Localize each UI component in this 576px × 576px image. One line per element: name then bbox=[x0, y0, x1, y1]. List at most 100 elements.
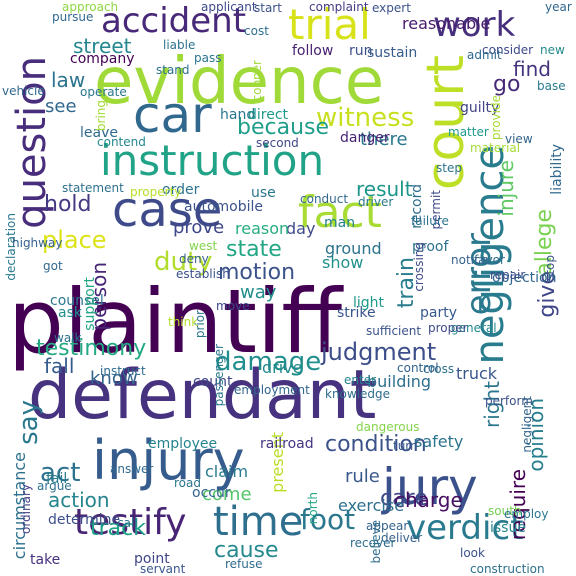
word: proof bbox=[412, 239, 449, 255]
word: there bbox=[360, 129, 408, 150]
word: employment bbox=[234, 383, 310, 397]
word: second bbox=[256, 136, 299, 150]
word: step bbox=[436, 161, 462, 175]
word: care bbox=[380, 486, 428, 511]
word: west bbox=[189, 239, 218, 253]
word: determine bbox=[48, 512, 121, 528]
word: fail bbox=[46, 471, 68, 487]
word: law bbox=[51, 68, 86, 92]
word: rule bbox=[345, 466, 380, 487]
word: ask bbox=[58, 305, 82, 321]
word: admit bbox=[467, 48, 502, 62]
word: expert bbox=[372, 1, 411, 15]
word: work bbox=[433, 5, 516, 45]
word: walk bbox=[54, 331, 82, 345]
word: favor bbox=[474, 253, 505, 267]
word: matter bbox=[448, 125, 489, 139]
word: prior bbox=[193, 310, 207, 339]
word: south bbox=[488, 504, 522, 518]
word: go bbox=[493, 72, 521, 97]
word: danger bbox=[340, 130, 390, 146]
word: base bbox=[537, 79, 566, 93]
word: strike bbox=[337, 305, 376, 321]
word: contend bbox=[97, 135, 146, 149]
word: appear bbox=[366, 519, 409, 533]
word: employee bbox=[148, 436, 218, 452]
word: foot bbox=[300, 503, 356, 536]
word: start bbox=[254, 1, 282, 15]
word: railroad bbox=[260, 436, 314, 452]
word: recover bbox=[350, 536, 396, 550]
word: find bbox=[513, 57, 551, 81]
word: refuse bbox=[225, 557, 263, 571]
word: follow bbox=[292, 43, 334, 59]
word: objection bbox=[492, 270, 557, 286]
word: answer bbox=[110, 462, 154, 476]
word: use bbox=[251, 185, 276, 201]
word: cost bbox=[244, 24, 269, 38]
word: state bbox=[226, 237, 282, 262]
word: approach bbox=[62, 0, 119, 14]
word: man bbox=[324, 215, 356, 231]
word: call bbox=[117, 516, 138, 530]
word: instruct bbox=[100, 364, 146, 378]
word: sustain bbox=[367, 45, 418, 61]
word: safety bbox=[414, 432, 464, 451]
word: stop bbox=[543, 255, 557, 281]
word: prove bbox=[173, 217, 225, 238]
word: fact bbox=[298, 187, 382, 238]
word: construction bbox=[470, 562, 545, 576]
word: instruction bbox=[100, 136, 325, 185]
word: dangerous bbox=[356, 420, 420, 434]
word: place bbox=[42, 226, 107, 254]
word: ordinary bbox=[19, 484, 33, 535]
word: way bbox=[240, 282, 277, 303]
word: reasonable bbox=[402, 14, 491, 33]
word: deny bbox=[179, 252, 209, 266]
word: company bbox=[70, 51, 135, 67]
word: statement bbox=[62, 181, 124, 195]
word: liable bbox=[163, 38, 196, 52]
word: pursue bbox=[52, 10, 94, 24]
word: point bbox=[134, 551, 170, 567]
word: party bbox=[420, 305, 457, 321]
word: proper bbox=[428, 321, 468, 335]
word: liability bbox=[549, 144, 565, 195]
word: pass bbox=[194, 51, 222, 65]
word: enter bbox=[344, 373, 377, 387]
word: plaintiff bbox=[8, 270, 343, 373]
word: judgment bbox=[321, 338, 437, 366]
word: charge bbox=[394, 488, 463, 512]
word: occur bbox=[192, 485, 231, 501]
word: look bbox=[460, 546, 485, 560]
word: trial bbox=[288, 0, 371, 49]
word: control bbox=[397, 361, 439, 375]
word: passenger bbox=[212, 344, 226, 407]
word: witness bbox=[316, 103, 415, 133]
word: establish bbox=[176, 267, 230, 281]
word: year bbox=[545, 0, 572, 14]
word: say bbox=[14, 400, 44, 445]
word: notice bbox=[451, 253, 488, 267]
word: employ bbox=[504, 507, 549, 521]
word: north bbox=[306, 492, 320, 525]
word: deliver bbox=[381, 531, 423, 545]
word: copper bbox=[250, 60, 264, 102]
word: repair bbox=[490, 268, 526, 282]
word: day bbox=[286, 219, 316, 238]
word: injure bbox=[494, 160, 518, 217]
word: consider bbox=[482, 43, 534, 57]
word: reason bbox=[235, 219, 290, 238]
word: servant bbox=[140, 562, 186, 576]
word: conduct bbox=[300, 192, 349, 206]
word: order bbox=[162, 182, 200, 198]
word: counsel bbox=[50, 293, 104, 309]
word: condition bbox=[325, 432, 427, 457]
word: think bbox=[168, 315, 199, 329]
word: cause bbox=[214, 538, 279, 563]
word: evidence bbox=[94, 45, 385, 119]
word: leave bbox=[80, 125, 118, 141]
word: view bbox=[505, 132, 533, 146]
word: perform bbox=[485, 394, 533, 408]
